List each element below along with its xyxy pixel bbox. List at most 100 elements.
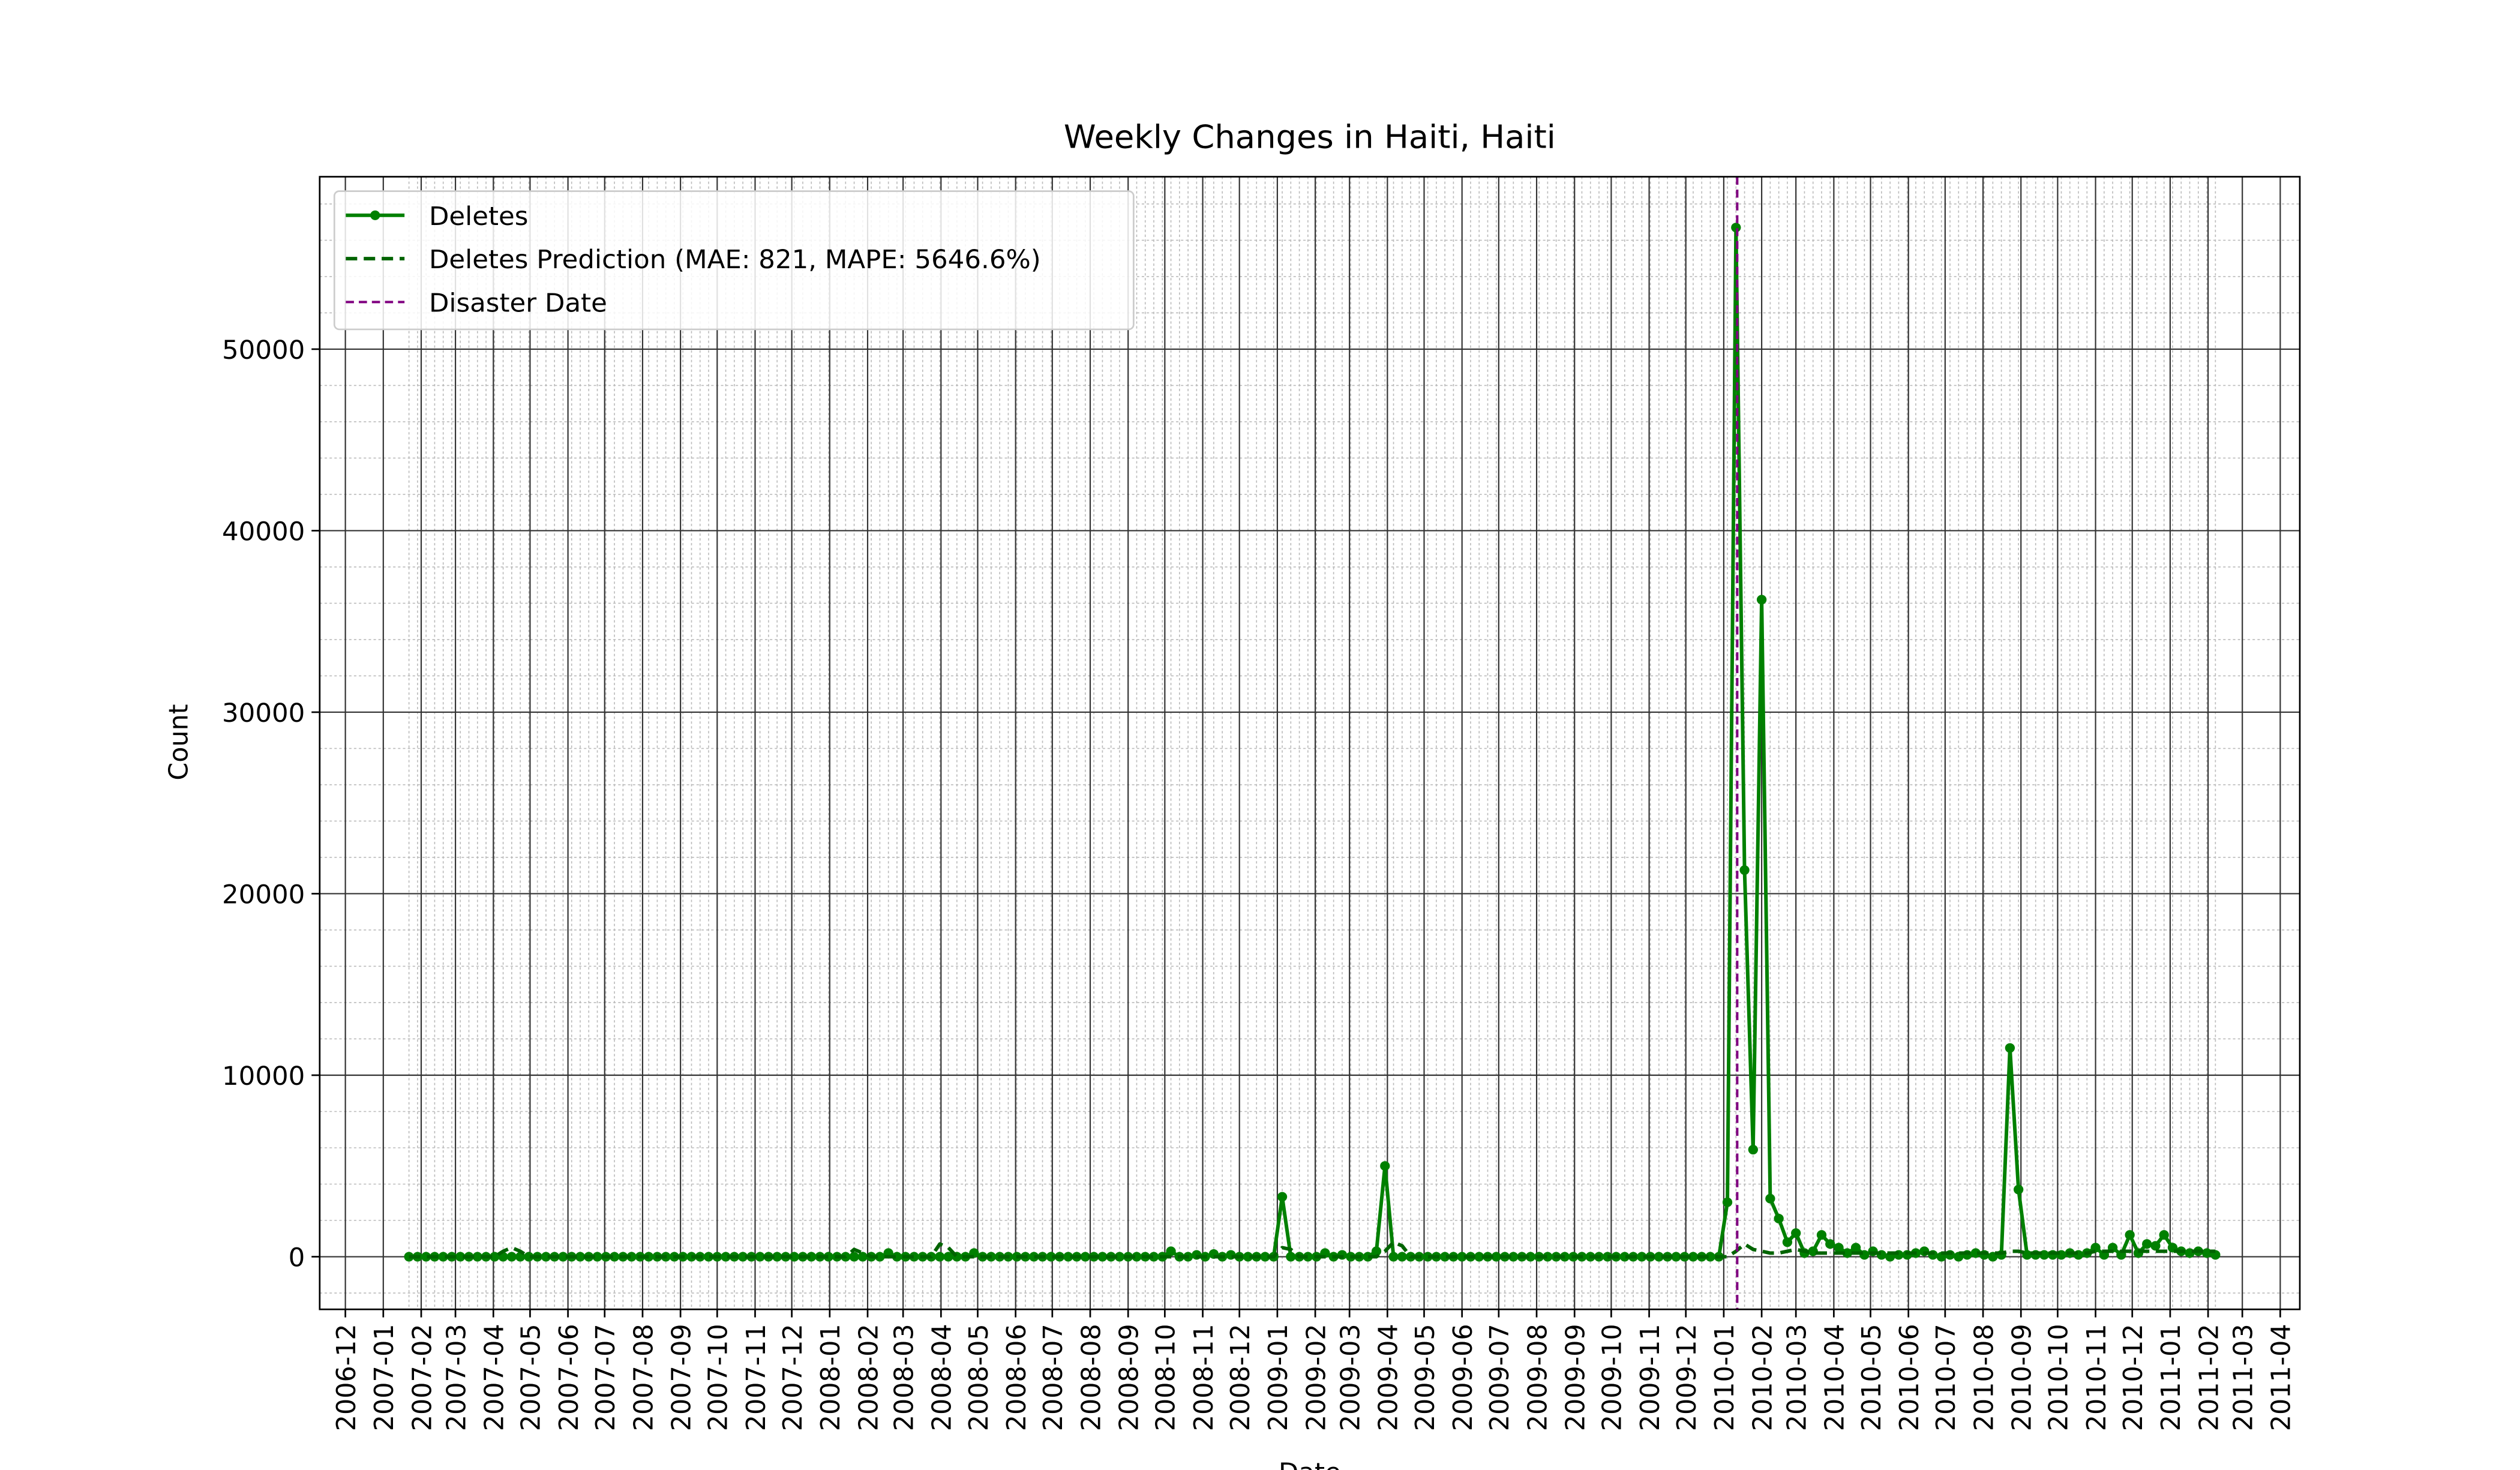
plot-frame <box>319 176 2301 1310</box>
data-point <box>2142 1239 2152 1249</box>
x-tick-label: 2009-11 <box>1636 1324 1666 1431</box>
x-tick-label: 2009-08 <box>1523 1324 1553 1431</box>
data-point <box>472 1252 482 1262</box>
chart-title: Weekly Changes in Haiti, Haiti <box>1064 118 1556 156</box>
data-point <box>558 1252 568 1262</box>
data-point <box>1842 1248 1852 1258</box>
data-point <box>1080 1252 1091 1262</box>
x-tick-label: 2007-08 <box>629 1324 659 1431</box>
legend-label: Deletes Prediction (MAE: 821, MAPE: 5646… <box>429 245 1041 275</box>
data-point <box>1688 1252 1699 1262</box>
x-tick-label: 2008-11 <box>1189 1324 1219 1431</box>
x-tick-label: 2011-04 <box>2266 1324 2296 1431</box>
data-point <box>506 1252 517 1262</box>
data-point <box>1850 1243 1861 1253</box>
data-point <box>935 1252 945 1262</box>
x-tick-label: 2006-12 <box>332 1324 362 1431</box>
data-point <box>541 1252 551 1262</box>
x-tick-label: 2010-04 <box>1820 1324 1850 1431</box>
data-point <box>1363 1252 1373 1262</box>
x-tick-label: 2011-03 <box>2228 1324 2258 1431</box>
data-point <box>1397 1252 1407 1262</box>
data-point <box>1637 1252 1647 1262</box>
data-point <box>1543 1252 1553 1262</box>
data-point <box>421 1252 431 1262</box>
data-point <box>823 1252 833 1262</box>
data-point <box>1474 1252 1484 1262</box>
x-tick-label: 2007-07 <box>591 1324 621 1431</box>
data-point <box>1063 1252 1073 1262</box>
data-point <box>1029 1252 1039 1262</box>
x-tick-label: 2010-05 <box>1857 1324 1887 1431</box>
data-point <box>1705 1252 1715 1262</box>
x-tick-label: 2008-08 <box>1076 1324 1106 1431</box>
data-point <box>737 1252 748 1262</box>
x-tick-label: 2007-02 <box>407 1324 437 1431</box>
data-point <box>1371 1246 1382 1256</box>
x-tick-label: 2011-02 <box>2194 1324 2224 1431</box>
x-tick-label: 2007-09 <box>667 1324 697 1431</box>
legend: Deletes Deletes Prediction (MAE: 821, MAP… <box>333 190 1135 331</box>
y-tick-label: 40000 <box>222 517 305 547</box>
data-point <box>857 1252 868 1262</box>
data-point <box>438 1252 448 1262</box>
data-point <box>1756 595 1767 605</box>
y-tick-label: 20000 <box>222 880 305 910</box>
data-point <box>1260 1252 1270 1262</box>
data-point <box>1277 1192 1288 1202</box>
x-tick-label: 2009-07 <box>1485 1324 1515 1431</box>
x-tick-label: 2009-06 <box>1448 1324 1478 1431</box>
x-tick-label: 2008-04 <box>927 1324 957 1431</box>
legend-label: Deletes <box>429 202 529 232</box>
x-tick-label: 2010-10 <box>2044 1324 2074 1431</box>
data-point <box>721 1252 731 1262</box>
x-axis-label: Date <box>1279 1458 1341 1470</box>
data-point <box>1671 1252 1681 1262</box>
data-point <box>789 1252 799 1262</box>
x-tick-label: 2007-10 <box>703 1324 733 1431</box>
data-point <box>892 1252 902 1262</box>
data-point <box>2159 1230 2169 1240</box>
data-point <box>1834 1243 1844 1253</box>
x-tick-label: 2010-11 <box>2082 1324 2112 1431</box>
y-tick-label: 10000 <box>222 1061 305 1091</box>
data-point <box>909 1252 919 1262</box>
data-point <box>772 1252 782 1262</box>
x-tick-label: 2008-03 <box>889 1324 919 1431</box>
data-point <box>575 1252 586 1262</box>
x-tick-label: 2010-06 <box>1895 1324 1925 1431</box>
data-point <box>1388 1252 1399 1262</box>
data-point <box>1114 1252 1125 1262</box>
x-tick-label: 2009-01 <box>1264 1324 1294 1431</box>
data-point <box>455 1252 466 1262</box>
data-point <box>2150 1241 2161 1251</box>
series-line <box>409 1240 2216 1259</box>
x-tick-label: 2008-09 <box>1114 1324 1144 1431</box>
data-point <box>1286 1252 1296 1262</box>
data-point <box>1525 1252 1536 1262</box>
data-point <box>1765 1193 1775 1204</box>
data-point <box>1380 1161 1390 1171</box>
data-point <box>1046 1252 1056 1262</box>
data-point <box>626 1252 637 1262</box>
data-point <box>755 1252 765 1262</box>
x-tick-label: 2007-04 <box>479 1324 509 1431</box>
data-point <box>1132 1252 1142 1262</box>
y-tick-label: 50000 <box>222 335 305 365</box>
data-point <box>609 1252 620 1262</box>
x-tick-label: 2010-02 <box>1748 1324 1778 1431</box>
data-point <box>1808 1246 1818 1256</box>
data-point <box>1816 1230 1827 1240</box>
x-tick-label: 2010-07 <box>1931 1324 1961 1431</box>
x-tick-label: 2010-01 <box>1710 1324 1740 1431</box>
data-point <box>1303 1252 1313 1262</box>
data-point <box>1097 1252 1108 1262</box>
x-tick-label: 2011-01 <box>2156 1324 2186 1431</box>
x-tick-label: 2007-01 <box>370 1324 400 1431</box>
data-point <box>1791 1228 1801 1238</box>
data-point <box>849 1252 859 1262</box>
legend-box <box>333 190 1135 331</box>
data-point <box>524 1252 534 1262</box>
x-tick-label: 2007-12 <box>778 1324 808 1431</box>
